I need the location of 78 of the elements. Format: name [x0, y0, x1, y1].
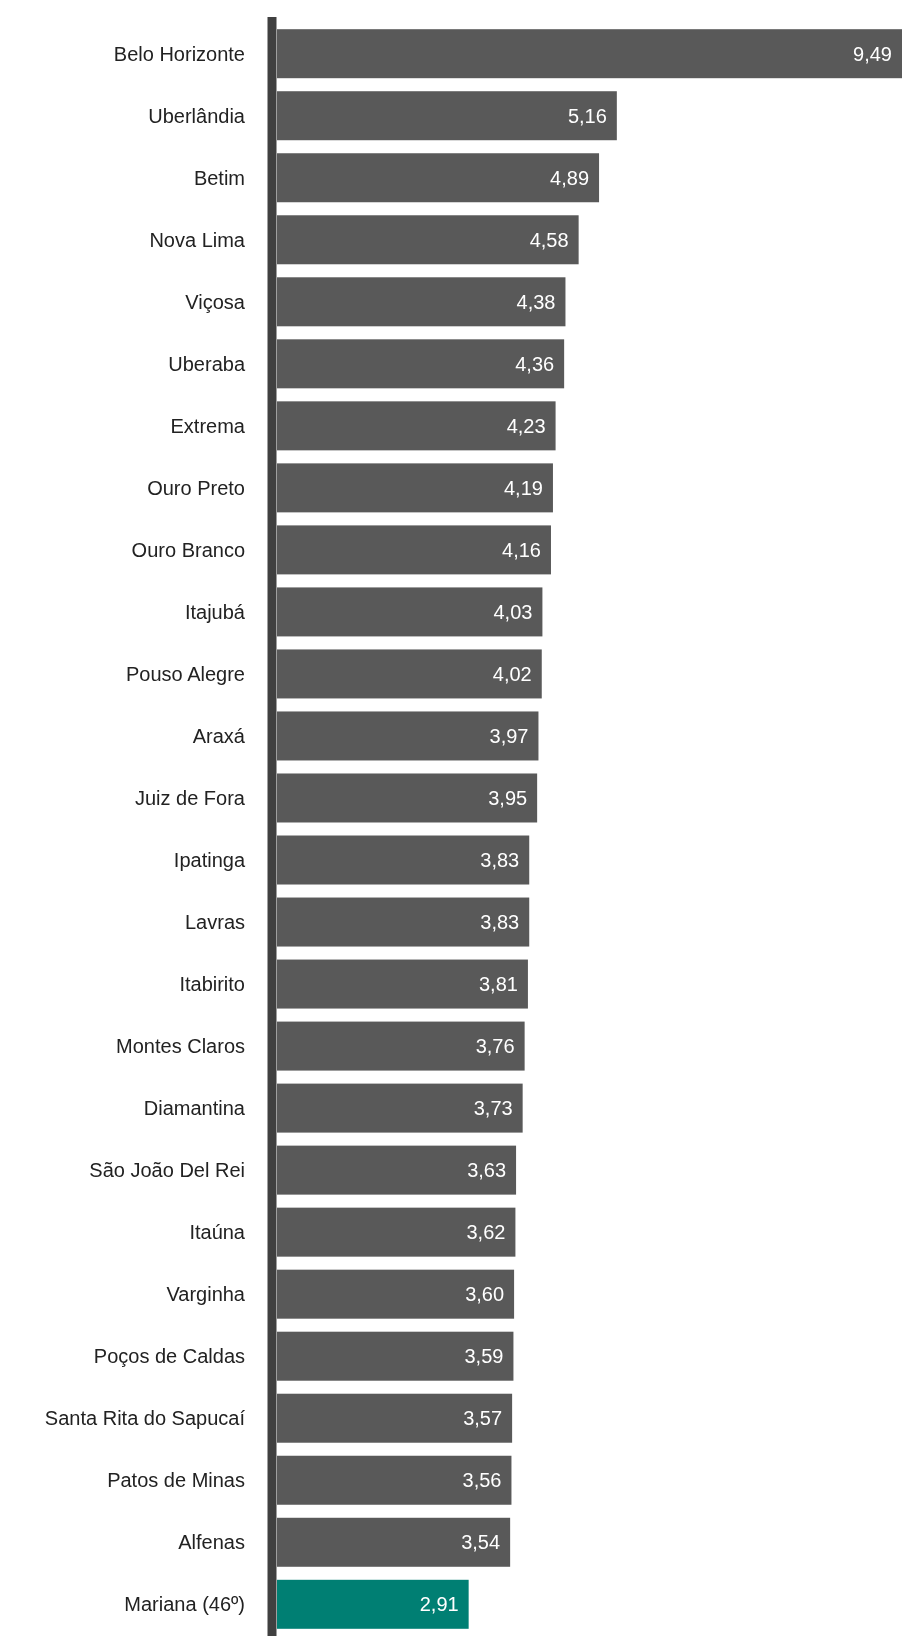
- data-label: 3,76: [475, 1035, 515, 1058]
- y-tick-label: Montes Claros: [116, 1035, 245, 1058]
- data-label: 3,60: [465, 1283, 505, 1306]
- data-label: 3,83: [480, 849, 520, 872]
- bar: [277, 339, 565, 389]
- y-tick-label: Poços de Caldas: [93, 1345, 245, 1368]
- data-label: 4,19: [504, 476, 543, 499]
- y-tick-label: Betim: [193, 166, 245, 189]
- data-label: 2,91: [419, 1593, 459, 1616]
- data-label: 3,97: [489, 724, 529, 747]
- data-label: 9,49: [853, 42, 892, 65]
- bar: [277, 1145, 517, 1195]
- y-tick-label: Viçosa: [185, 290, 246, 313]
- y-tick-label: Pouso Alegre: [126, 662, 245, 685]
- y-tick-label: Ipatinga: [173, 849, 246, 872]
- y-tick-label: Nova Lima: [149, 228, 246, 251]
- data-label: 3,95: [488, 786, 528, 809]
- bar: [277, 1517, 511, 1567]
- y-tick-label: Uberaba: [168, 352, 246, 375]
- bar: [277, 1331, 514, 1381]
- bar: [277, 959, 528, 1009]
- y-tick-label: Lavras: [184, 911, 245, 934]
- y-tick-label: Itaúna: [189, 1221, 246, 1244]
- y-tick-label: Belo Horizonte: [113, 42, 245, 65]
- data-label: 4,38: [516, 290, 556, 313]
- bar: [277, 1579, 469, 1629]
- bar: [277, 835, 530, 885]
- data-label: 3,57: [463, 1407, 503, 1430]
- data-label: 4,89: [550, 166, 590, 189]
- y-tick-label: Ouro Preto: [147, 476, 245, 499]
- data-label: 3,73: [473, 1097, 513, 1120]
- y-tick-label: Itajubá: [184, 600, 246, 623]
- bar: [277, 153, 600, 203]
- data-label: 3,81: [478, 973, 518, 996]
- bar: [277, 463, 553, 513]
- y-tick-label: Patos de Minas: [107, 1469, 245, 1492]
- y-tick-label: Mariana (46º): [124, 1593, 245, 1616]
- data-label: 3,54: [461, 1531, 501, 1554]
- y-tick-label: Santa Rita do Sapucaí: [44, 1407, 246, 1430]
- bar: [277, 773, 538, 823]
- data-label: 4,03: [493, 600, 533, 623]
- data-label: 3,62: [466, 1221, 506, 1244]
- bar: [277, 29, 902, 79]
- bar: [277, 525, 551, 575]
- bar: [277, 401, 556, 451]
- y-tick-label: São João Del Rei: [89, 1159, 245, 1182]
- y-tick-label: Araxá: [192, 724, 246, 747]
- bar: [277, 215, 579, 265]
- bar: [277, 711, 539, 761]
- bar: [277, 649, 542, 699]
- bar: [277, 277, 566, 327]
- data-label: 3,83: [480, 911, 520, 934]
- y-tick-label: Ouro Branco: [131, 538, 245, 561]
- bar: [277, 1455, 512, 1505]
- data-label: 3,59: [464, 1345, 504, 1368]
- data-label: 4,16: [502, 538, 541, 561]
- data-label: 5,16: [567, 104, 607, 127]
- bar: [277, 1207, 516, 1257]
- y-tick-label: Uberlândia: [148, 104, 246, 127]
- y-tick-label: Varginha: [166, 1283, 246, 1306]
- bar: [277, 91, 617, 141]
- data-label: 3,63: [467, 1159, 507, 1182]
- bar: [277, 897, 530, 947]
- bar: [277, 1269, 515, 1319]
- data-label: 3,56: [462, 1469, 502, 1492]
- y-tick-label: Itabirito: [179, 973, 245, 996]
- y-tick-label: Alfenas: [178, 1531, 245, 1554]
- data-label: 4,23: [506, 414, 546, 437]
- bar: [277, 587, 543, 637]
- data-label: 4,36: [515, 352, 555, 375]
- data-label: 4,58: [529, 228, 569, 251]
- bar: [277, 1021, 525, 1071]
- y-tick-label: Diamantina: [143, 1097, 246, 1120]
- bar: [277, 1393, 513, 1443]
- y-tick-label: Extrema: [170, 414, 246, 437]
- data-label: 4,02: [492, 662, 532, 685]
- bar: [277, 1083, 523, 1133]
- y-tick-label: Juiz de Fora: [134, 786, 246, 809]
